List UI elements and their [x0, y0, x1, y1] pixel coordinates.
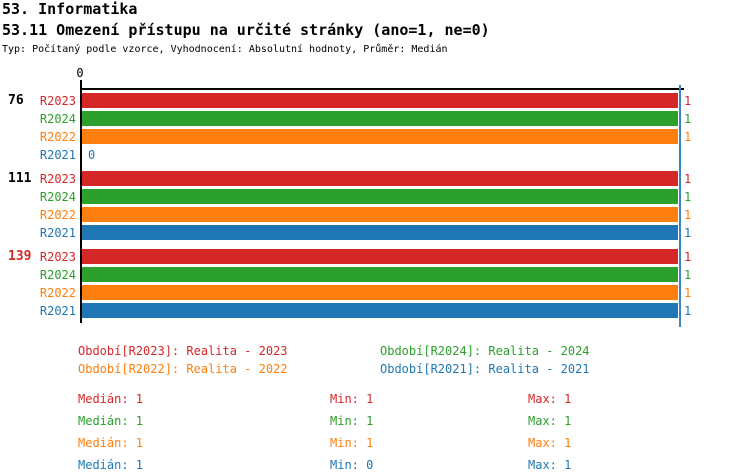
- median-marker-line: [679, 85, 681, 327]
- stat-min-r2024: Min: 1: [330, 414, 374, 428]
- bar-r2021: [82, 303, 678, 318]
- chart-meta-line: Typ: Počítaný podle vzorce, Vyhodnocení:…: [2, 44, 448, 55]
- row-label-r2022: R2022: [39, 286, 76, 300]
- stat-min-r2022: Min: 1: [330, 436, 374, 450]
- legend-item-r2023: Období[R2023]: Realita - 2023: [78, 344, 288, 358]
- bar-r2024: [82, 111, 678, 126]
- row-label-r2022: R2022: [39, 208, 76, 222]
- bar-value-label: 1: [684, 286, 692, 300]
- bar-r2024: [82, 267, 678, 282]
- row-label-r2021: R2021: [39, 148, 76, 162]
- bar-value-label: 1: [684, 226, 692, 240]
- bar-value-label: 1: [684, 172, 692, 186]
- x-axis-line: [80, 88, 684, 90]
- legend-item-r2022: Období[R2022]: Realita - 2022: [78, 362, 288, 376]
- bar-r2022: [82, 285, 678, 300]
- stat-max-r2021: Max: 1: [528, 458, 572, 472]
- bar-r2022: [82, 207, 678, 222]
- legend-item-r2021: Období[R2021]: Realita - 2021: [380, 362, 590, 376]
- row-label-r2021: R2021: [39, 304, 76, 318]
- stat-median-r2021: Medián: 1: [78, 458, 144, 472]
- bar-r2023: [82, 249, 678, 264]
- bar-value-label: 1: [684, 250, 692, 264]
- stat-min-r2023: Min: 1: [330, 392, 374, 406]
- row-label-r2024: R2024: [39, 190, 76, 204]
- row-label-r2023: R2023: [39, 250, 76, 264]
- group-label: 111: [8, 171, 32, 186]
- question-title: 53.11 Omezení přístupu na určité stránky…: [2, 21, 490, 39]
- row-label-r2023: R2023: [39, 94, 76, 108]
- bar-value-label: 1: [684, 268, 692, 282]
- bar-r2023: [82, 171, 678, 186]
- row-label-r2021: R2021: [39, 226, 76, 240]
- row-label-r2024: R2024: [39, 268, 76, 282]
- stat-median-r2024: Medián: 1: [78, 414, 144, 428]
- stat-max-r2022: Max: 1: [528, 436, 572, 450]
- bar-value-label: 1: [684, 94, 692, 108]
- bar-value-label: 1: [684, 304, 692, 318]
- stat-median-r2022: Medián: 1: [78, 436, 144, 450]
- bar-value-label: 1: [684, 190, 692, 204]
- bar-r2021: [82, 225, 678, 240]
- bar-value-label: 1: [684, 208, 692, 222]
- bar-r2023: [82, 93, 678, 108]
- x-axis-zero-tick: [80, 80, 82, 88]
- stat-max-r2023: Max: 1: [528, 392, 572, 406]
- stat-median-r2023: Medián: 1: [78, 392, 144, 406]
- bar-r2024: [82, 189, 678, 204]
- stat-min-r2021: Min: 0: [330, 458, 374, 472]
- row-label-r2023: R2023: [39, 172, 76, 186]
- group-label: 139: [8, 249, 32, 264]
- bar-value-label: 1: [684, 130, 692, 144]
- x-axis-zero-tick-label: 0: [76, 66, 84, 80]
- row-label-r2022: R2022: [39, 130, 76, 144]
- bar-value-label: 0: [88, 148, 96, 162]
- bar-value-label: 1: [684, 112, 692, 126]
- legend-item-r2024: Období[R2024]: Realita - 2024: [380, 344, 590, 358]
- bar-r2022: [82, 129, 678, 144]
- group-label: 76: [8, 93, 24, 108]
- y-axis-line: [80, 88, 82, 323]
- stat-max-r2024: Max: 1: [528, 414, 572, 428]
- chapter-title: 53. Informatika: [2, 0, 138, 18]
- row-label-r2024: R2024: [39, 112, 76, 126]
